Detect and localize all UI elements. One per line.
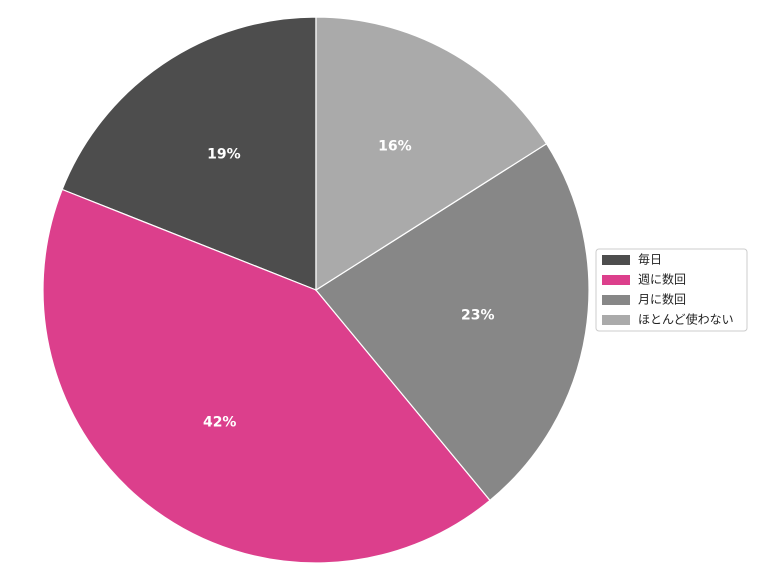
value-label: 16% [378,138,412,154]
legend-label: ほとんど使わない [638,312,734,327]
pie-slice [315,16,548,292]
legend-swatch [602,255,630,265]
value-label: 19% [207,147,241,163]
legend-box [595,248,748,332]
legend-label: 月に数回 [638,292,686,307]
pie-slice [315,142,590,502]
value-label: 23% [461,308,495,324]
legend-label: 週に数回 [638,272,686,287]
legend-swatch [602,295,630,305]
pie-slice [61,16,317,291]
value-label: 42% [203,415,237,431]
legend-swatch [602,275,630,285]
pie-slice [42,188,491,564]
legend-label: 毎日 [638,252,662,267]
legend-swatch [602,315,630,325]
